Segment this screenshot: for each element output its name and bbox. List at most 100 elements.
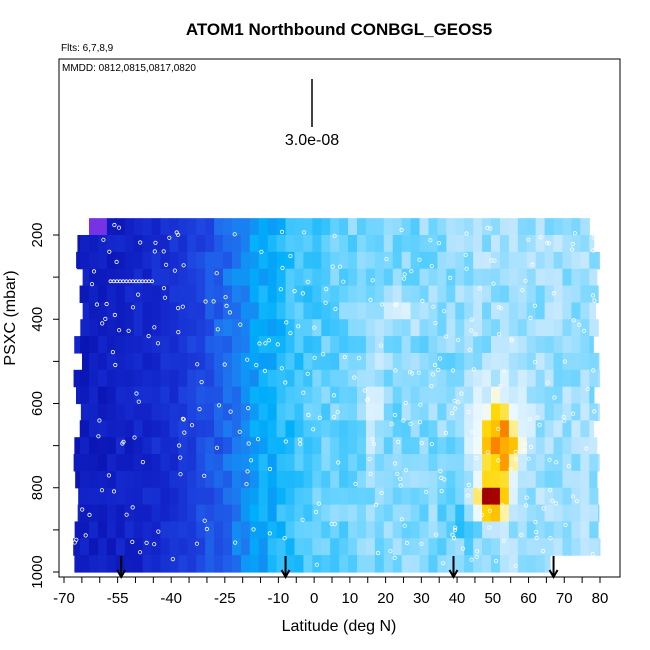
heatmap-cell [169,504,179,523]
heatmap-cell [348,555,358,573]
observation-point [392,412,398,418]
heatmap-cell [499,437,510,455]
heatmap-cell [231,521,242,539]
heatmap-cell [580,336,590,354]
observation-point [574,498,579,504]
heatmap-cell [231,403,242,421]
observation-point [172,268,177,273]
heatmap-cell [339,235,349,253]
heatmap-cell [544,268,555,287]
observation-point [378,343,383,348]
heatmap-cell [446,538,456,556]
heatmap-cell [115,487,126,506]
heatmap-cell [374,470,385,489]
heatmap-cell [303,521,313,539]
heatmap-cell [169,555,179,573]
heatmap-cell [106,386,117,405]
heatmap-cell [169,369,179,388]
heatmap-cell [419,487,430,506]
heatmap-cell [508,319,519,337]
observation-point [301,390,306,395]
heatmap-cell [401,487,412,506]
observation-point [124,512,129,517]
heatmap-cell [517,285,528,303]
heatmap-cell [205,218,215,236]
observation-point [509,338,514,343]
observation-point [534,535,539,541]
heatmap-cell [535,437,546,455]
heatmap-cell [312,470,322,489]
heatmap-cell [410,538,421,556]
observation-point [526,456,531,461]
heatmap-cell [285,454,296,472]
observation-point [393,368,398,373]
heatmap-cell [97,437,108,455]
observation-point [255,437,261,442]
heatmap-cell [205,268,215,287]
observation-point [202,518,207,523]
observation-point [496,458,501,463]
heatmap-cell [249,319,260,337]
heatmap-cell [401,336,412,354]
heatmap-cell [499,470,510,489]
heatmap-cell [437,386,447,405]
heatmap-cell [267,555,278,573]
heatmap-cell [446,268,456,287]
observation-point [267,466,273,472]
observation-point [106,473,112,478]
observation-point [112,312,118,318]
heatmap-cell [285,251,296,270]
heatmap-cell [553,285,564,303]
heatmap-cell [178,437,188,455]
observation-point [534,529,539,535]
observation-point [176,329,181,335]
heatmap-cell [187,319,197,337]
observation-point [526,237,531,242]
heatmap-cell [81,352,90,371]
heatmap-cell [410,470,421,489]
heatmap-cell [169,420,179,438]
heatmap-cell [80,470,90,489]
observation-point [94,302,100,307]
heatmap-cell [419,454,430,472]
heatmap-cell [285,352,296,371]
heatmap-cell [249,285,260,303]
heatmap-cell [374,487,385,506]
heatmap-cell [544,454,555,472]
heatmap-cell [303,437,313,455]
heatmap-cell [374,235,385,253]
heatmap-cell [446,319,456,337]
heatmap-cell [499,285,510,303]
heatmap-cell [499,386,510,405]
y-tick-label: 600 [29,391,46,416]
heatmap-cell [339,386,349,405]
heatmap-cell [392,420,403,438]
heatmap-cell [205,487,215,506]
heatmap-cell [178,521,188,539]
heatmap-cell [357,454,367,472]
heatmap-cell [276,521,287,539]
heatmap-cell [517,555,528,573]
observation-point [153,240,158,245]
heatmap-cell [437,218,447,236]
heatmap-cell [455,319,465,337]
heatmap-cell [419,302,430,320]
heatmap-cell [455,369,465,388]
heatmap-cell [535,369,546,388]
heatmap-cell [249,538,260,556]
observation-point [519,532,524,537]
heatmap-cell [410,336,421,354]
heatmap-cell [446,369,456,388]
heatmap-cell [214,555,224,573]
heatmap-cell [499,454,510,472]
heatmap-cell [428,251,439,270]
heatmap-cell [392,521,403,539]
heatmap-cell [526,403,537,421]
observation-point [533,519,538,525]
heatmap-cell [499,538,510,556]
observation-point [420,298,425,304]
heatmap-cell [321,403,331,421]
heatmap-cell [133,470,144,489]
heatmap-cell [187,538,197,556]
heatmap-cell [97,555,108,573]
